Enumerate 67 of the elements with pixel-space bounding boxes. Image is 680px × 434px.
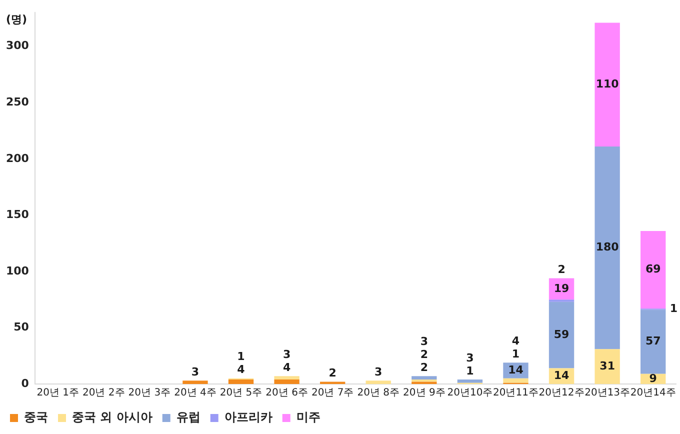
bar (228, 380, 254, 384)
data-label: 4 (512, 334, 520, 348)
x-tick-label: 20년 8주 (357, 388, 400, 399)
legend-label: 유럽 (176, 410, 200, 424)
legend-label: 미주 (296, 410, 320, 424)
data-label: 3 (466, 351, 474, 364)
bar (594, 22, 620, 147)
x-tick-label: 20년 1주 (36, 388, 79, 399)
x-tick-label: 20년 7주 (311, 388, 354, 399)
x-tick-label: 20년13주 (584, 388, 630, 399)
data-label: 9 (649, 372, 657, 385)
data-label: 4 (282, 360, 291, 374)
data-label: 1 (237, 350, 245, 364)
x-tick-label: 20년 4주 (174, 388, 216, 399)
data-label: 2 (328, 366, 336, 380)
y-tick-label: 250 (6, 95, 30, 108)
legend-label: 아프리카 (224, 410, 272, 424)
bar (274, 376, 300, 380)
bar (548, 302, 574, 368)
data-label: 2 (558, 263, 566, 276)
data-label: 14 (508, 363, 524, 376)
data-label: 110 (596, 77, 620, 90)
data-label: 14 (554, 368, 570, 382)
x-tick-label: 20년 5주 (220, 388, 262, 399)
bar (640, 230, 666, 309)
x-tick-label: 20년14주 (630, 388, 676, 399)
y-tick-label: 0 (21, 376, 30, 390)
bar (274, 380, 300, 384)
data-label: 1 (670, 302, 678, 316)
data-label: 1 (512, 347, 520, 360)
data-label: 31 (600, 359, 615, 372)
data-label: 3 (374, 365, 382, 378)
data-label: 4 (237, 363, 246, 376)
bar (366, 380, 391, 384)
x-tick-label: 20년12주 (538, 388, 584, 399)
data-label: 69 (645, 262, 661, 276)
data-label: 180 (596, 240, 620, 254)
bar (412, 376, 437, 380)
data-label: 57 (645, 334, 661, 348)
x-tick-label: 20년 2주 (82, 388, 125, 399)
data-label: 1 (466, 364, 474, 378)
data-label: 2 (420, 360, 428, 374)
bar (182, 380, 208, 384)
bar (594, 146, 620, 350)
data-label: 59 (554, 328, 570, 341)
legend-label: 중국 (24, 410, 48, 424)
y-tick-label: 200 (6, 152, 30, 165)
x-tick-label: 20년 6주 (266, 388, 308, 399)
data-label: 19 (554, 282, 570, 295)
data-label: 3 (191, 365, 200, 378)
y-tick-label: 300 (6, 39, 30, 52)
data-label: 2 (420, 348, 428, 361)
bar (457, 380, 483, 383)
x-tick-label: 20년 3주 (128, 388, 171, 399)
data-label: 3 (420, 334, 428, 348)
x-tick-label: 20년10주 (447, 388, 493, 399)
data-label: 3 (282, 348, 291, 361)
y-tick-label: 100 (6, 264, 30, 278)
bar (594, 349, 620, 384)
y-tick-label: 150 (6, 208, 30, 222)
x-tick-label: 20년11주 (493, 388, 538, 399)
bar (503, 378, 528, 383)
bar (640, 310, 666, 374)
y-axis-title: (명) (6, 12, 28, 26)
y-tick-label: 50 (14, 320, 30, 334)
legend-label: 중국 외 아시아 (72, 410, 152, 424)
x-tick-label: 20년 9주 (403, 388, 446, 399)
